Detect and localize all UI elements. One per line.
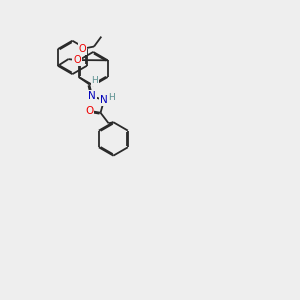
Text: H: H	[91, 76, 98, 85]
Text: O: O	[73, 55, 81, 65]
Text: N: N	[100, 95, 108, 105]
Text: O: O	[78, 44, 86, 54]
Text: O: O	[85, 106, 94, 116]
Text: N: N	[88, 91, 96, 101]
Text: H: H	[108, 93, 115, 102]
